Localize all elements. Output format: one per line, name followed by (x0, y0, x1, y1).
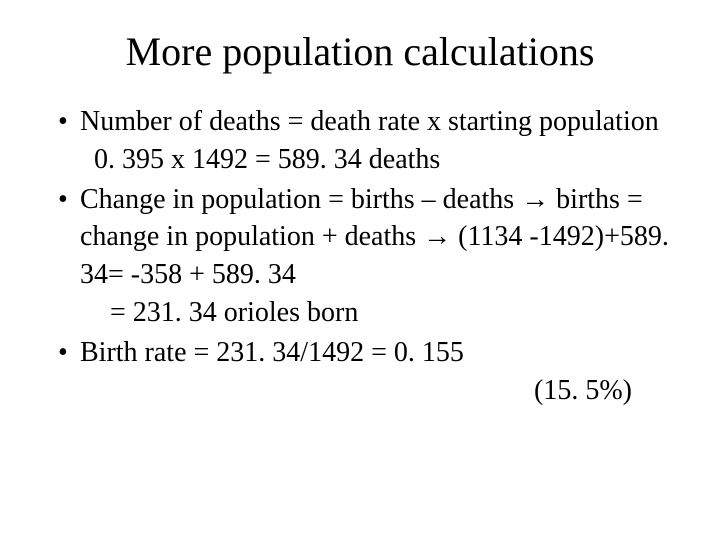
bullet-list: Number of deaths = death rate x starting… (58, 103, 680, 409)
bullet-3-line-1: Birth rate = 231. 34/1492 = 0. 155 (80, 337, 464, 368)
slide-body: Number of deaths = death rate x starting… (40, 103, 680, 409)
bullet-item-1: Number of deaths = death rate x starting… (58, 103, 680, 179)
bullet-2-line-2: = 231. 34 orioles born (80, 294, 680, 332)
bullet-1-line-1: Number of deaths = death rate x starting… (80, 106, 659, 137)
bullet-2-line-1: Change in population = births – deaths →… (80, 184, 669, 291)
slide-title: More population calculations (40, 28, 680, 75)
bullet-1-line-2: 0. 395 x 1492 = 589. 34 deaths (80, 141, 680, 179)
bullet-item-2: Change in population = births – deaths →… (58, 181, 680, 332)
bullet-item-3: Birth rate = 231. 34/1492 = 0. 155 (15. … (58, 334, 680, 410)
bullet-3-line-2: (15. 5%) (80, 372, 680, 410)
